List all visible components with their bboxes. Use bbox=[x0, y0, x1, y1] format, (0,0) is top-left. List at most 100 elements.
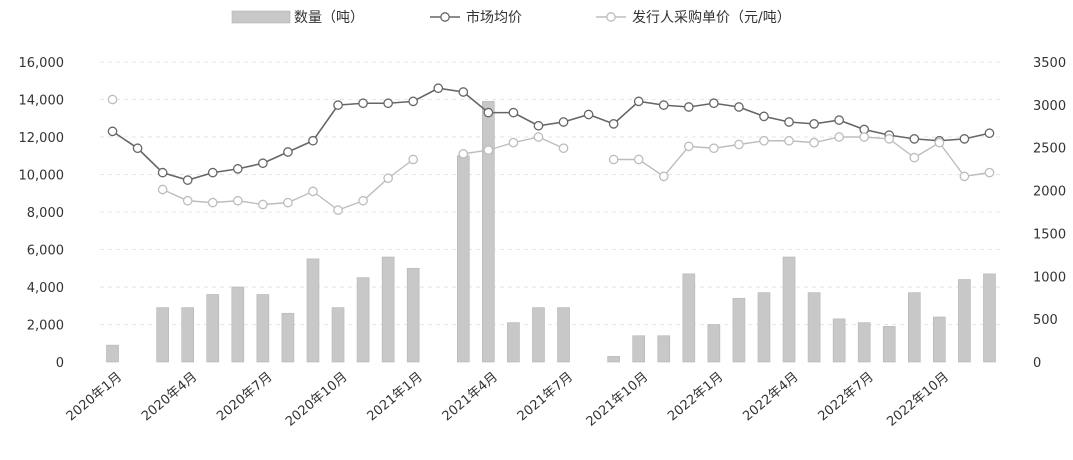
line-point bbox=[709, 143, 719, 154]
line-point bbox=[333, 205, 343, 215]
bar bbox=[682, 273, 696, 363]
line-point bbox=[107, 94, 118, 105]
line-point bbox=[809, 137, 819, 148]
x-tick-label: 2020年4月 bbox=[139, 370, 200, 425]
line-point bbox=[884, 134, 895, 144]
bar bbox=[857, 322, 871, 363]
bar bbox=[607, 356, 620, 363]
quantity-bars bbox=[106, 101, 996, 363]
y-right-tick-label: 3000 bbox=[1033, 99, 1066, 114]
bar bbox=[907, 292, 921, 363]
line-point bbox=[132, 143, 143, 154]
line-point bbox=[608, 154, 619, 165]
line-point bbox=[633, 154, 644, 165]
bar bbox=[958, 279, 971, 363]
line-point bbox=[458, 87, 469, 97]
line-point bbox=[709, 98, 719, 109]
line-point bbox=[558, 117, 569, 127]
bar bbox=[281, 312, 295, 363]
legend-entry: 数量（吨） bbox=[231, 10, 364, 26]
line-point bbox=[458, 149, 469, 159]
y-right-tick-label: 2000 bbox=[1033, 185, 1066, 200]
line-point bbox=[984, 128, 995, 139]
line-point bbox=[182, 175, 193, 185]
y-right-tick-label: 0 bbox=[1033, 356, 1041, 371]
x-tick-label: 2020年7月 bbox=[214, 370, 275, 425]
legend-marker bbox=[606, 12, 616, 22]
x-tick-label: 2021年4月 bbox=[440, 370, 501, 425]
x-tick-label: 2021年10月 bbox=[584, 370, 652, 430]
bar bbox=[632, 335, 646, 363]
line-point bbox=[533, 120, 544, 131]
bar bbox=[782, 256, 796, 363]
legend-bar-swatch bbox=[231, 10, 291, 24]
bar bbox=[507, 322, 520, 363]
line-point bbox=[508, 137, 519, 148]
bar bbox=[306, 258, 320, 363]
x-tick-label: 2021年7月 bbox=[515, 370, 576, 425]
x-tick-label: 2020年1月 bbox=[64, 370, 125, 425]
legend-label: 数量（吨） bbox=[294, 10, 364, 26]
line-point bbox=[959, 171, 970, 182]
line-point bbox=[583, 109, 594, 120]
line-point bbox=[258, 199, 268, 210]
bar bbox=[256, 294, 270, 363]
bar bbox=[532, 307, 545, 363]
bar bbox=[231, 286, 245, 363]
line-point bbox=[308, 135, 318, 146]
y-right-tick-label: 1500 bbox=[1033, 227, 1066, 242]
line-point bbox=[483, 107, 494, 118]
line-point bbox=[358, 98, 368, 109]
y-left-tick-label: 12,000 bbox=[19, 131, 65, 146]
bar bbox=[406, 267, 420, 363]
line-point bbox=[683, 141, 694, 152]
legend-entry: 市场均价 bbox=[430, 9, 522, 26]
line-point bbox=[107, 126, 118, 137]
y-right-tick-label: 1000 bbox=[1033, 270, 1066, 285]
line-point bbox=[483, 145, 494, 155]
bar bbox=[807, 292, 821, 363]
line-point bbox=[232, 164, 243, 174]
bar bbox=[732, 297, 746, 363]
legend-marker bbox=[440, 12, 450, 22]
line-point bbox=[157, 184, 168, 195]
line-point bbox=[283, 197, 293, 208]
y-left-tick-label: 4,000 bbox=[27, 281, 64, 296]
bar bbox=[557, 307, 570, 363]
line-point bbox=[508, 107, 519, 118]
line-point bbox=[558, 143, 569, 154]
line-point bbox=[608, 119, 619, 129]
y-left-tick-label: 6,000 bbox=[27, 244, 64, 259]
bar bbox=[983, 273, 996, 363]
line-point bbox=[959, 134, 970, 144]
x-tick-label: 2021年1月 bbox=[365, 370, 426, 425]
line-point bbox=[834, 115, 844, 125]
line-point bbox=[734, 139, 744, 150]
bar bbox=[707, 324, 721, 363]
line-point bbox=[433, 83, 444, 94]
bar bbox=[657, 335, 671, 363]
line-point bbox=[408, 96, 419, 107]
line-point bbox=[734, 102, 744, 112]
x-tick-label: 2022年1月 bbox=[665, 370, 726, 425]
y-right-tick-label: 2500 bbox=[1033, 142, 1066, 157]
x-axis: 2020年1月 2020年4月 2020年7月 2020年10月 2021年1月 2021… bbox=[64, 370, 952, 430]
bar bbox=[933, 316, 946, 363]
price-lines bbox=[107, 83, 995, 215]
line-point bbox=[984, 167, 995, 178]
bar bbox=[456, 155, 470, 363]
line-point bbox=[683, 102, 694, 112]
line-point bbox=[859, 132, 870, 142]
bar bbox=[181, 307, 195, 363]
line-point bbox=[383, 173, 393, 184]
line-point bbox=[333, 100, 343, 110]
y-left-tick-label: 10,000 bbox=[19, 169, 65, 184]
line-point bbox=[533, 132, 544, 142]
grid-lines bbox=[100, 61, 1002, 325]
bar bbox=[331, 307, 345, 363]
bar bbox=[206, 294, 220, 363]
bar bbox=[381, 256, 395, 363]
right-y-axis: 0 500 1000 1500 2000 2500 3000 3500 bbox=[1033, 56, 1066, 371]
x-tick-label: 2022年4月 bbox=[740, 370, 801, 425]
